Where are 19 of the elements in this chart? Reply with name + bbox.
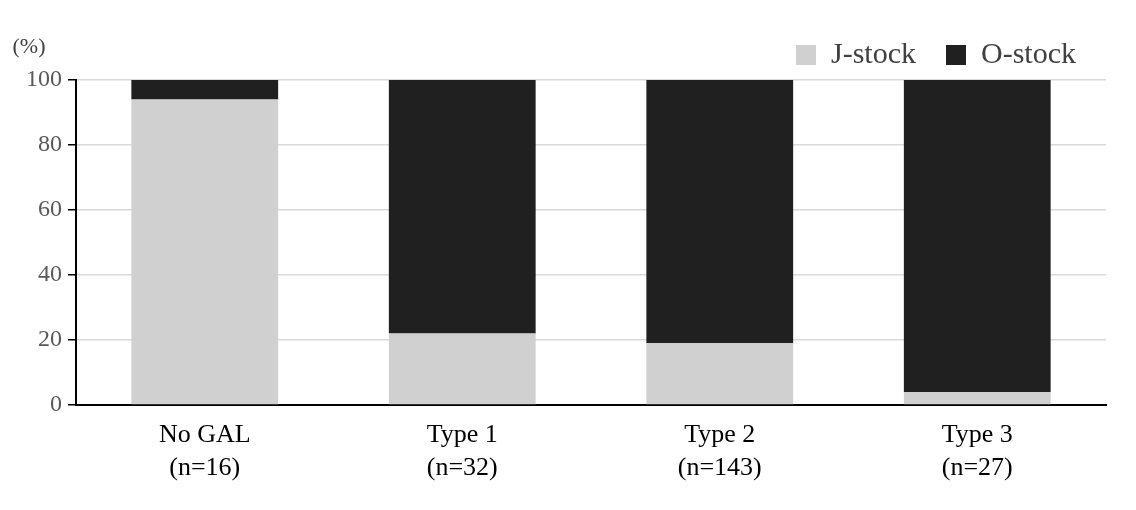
x-tick-label: Type 1 (n=32) (426, 419, 498, 481)
y-tick-label: 60 (38, 195, 62, 222)
legend-label: J-stock (831, 35, 917, 69)
y-axis-title: (%) (12, 32, 46, 58)
bar (388, 80, 536, 334)
bar (903, 80, 1051, 392)
bar (131, 80, 279, 100)
y-tick-label: 100 (26, 65, 62, 92)
legend-label: O-stock (981, 35, 1076, 69)
x-tick-label: Type 2 (n=143) (677, 419, 762, 481)
bar (646, 80, 794, 344)
x-tick-label: Type 3 (n=27) (941, 419, 1013, 481)
x-tick-label: No GAL (n=16) (158, 419, 251, 481)
bar (646, 343, 794, 405)
bar (903, 392, 1051, 405)
y-tick-label: 40 (38, 260, 62, 287)
y-tick-label: 20 (38, 325, 62, 352)
y-tick-label: 80 (38, 130, 62, 157)
y-tick-label: 0 (50, 390, 62, 417)
